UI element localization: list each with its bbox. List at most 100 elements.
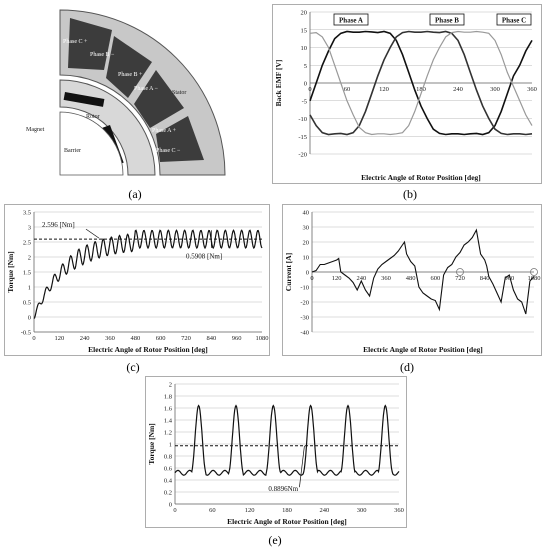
chart-border (4, 204, 270, 356)
y-tick-label: 2 (169, 382, 172, 389)
y-tick-label: 5 (304, 63, 307, 70)
y-tick-label: 40 (303, 210, 310, 217)
x-tick-label: 240 (453, 86, 463, 93)
y-tick-label: -0.5 (21, 330, 31, 337)
x-tick-label: 960 (504, 275, 514, 282)
y-tick-label: -30 (300, 315, 309, 322)
x-tick-label: 600 (430, 275, 440, 282)
x-tick-label: 0 (173, 507, 176, 514)
y-tick-label: -40 (300, 330, 309, 337)
rotor-body (59, 79, 156, 176)
legend-box (496, 13, 532, 26)
chart-d-panel: -40 -30 -20 -10 0 10 20 30 40 0 120 240 360 480 600 720… (282, 204, 542, 356)
chart-c: -0.500.511.522.533.50 120 240 360 480 600 720 8… (4, 204, 270, 356)
x-tick-label: 0 (310, 275, 313, 282)
marker-circle (530, 268, 538, 276)
y-tick-label: 0 (304, 81, 307, 88)
x-tick-label: 180 (416, 86, 426, 93)
label-phase-c-minus: Phase C − (156, 148, 181, 154)
legend-label: Phase A (339, 17, 363, 25)
legend-label: Phase C (502, 17, 526, 25)
y-tick-label: 0.6 (164, 466, 173, 473)
y-tick-label: 0 (28, 315, 31, 322)
y-tick-label: 10 (303, 255, 310, 262)
label-phase-a-plus: Phase A + (152, 128, 177, 134)
y-tick-label: 3.5 (23, 210, 31, 217)
y-tick-label: -20 (298, 152, 307, 159)
y-tick-label: 1.4 (164, 418, 173, 425)
slot-4 (156, 116, 204, 162)
x-axis-label: Electric Angle of Rotor Position [deg] (88, 345, 208, 354)
slot-1 (68, 18, 112, 70)
mean-label: 0.8896Nm (268, 485, 298, 493)
chart-b-panel: -20 -15 -10 -5 0 5 10 15 20 0 60 120 180 240 300 360 Ele… (272, 4, 542, 184)
y-tick-label: 1.5 (23, 270, 31, 277)
x-tick-label: 720 (181, 335, 191, 342)
y-tick-label: 30 (303, 225, 310, 232)
slot-3 (134, 70, 184, 128)
marker-circle (456, 268, 464, 276)
y-axis-label: Current [A] (284, 253, 293, 291)
x-tick-label: 1080 (256, 335, 269, 342)
y-tick-label: 0.2 (164, 490, 172, 497)
label-phase-c-plus: Phase C + (63, 39, 88, 45)
y-tick-label: 0.8 (164, 454, 172, 461)
series-line-phase-b (309, 30, 533, 136)
x-tick-label: 480 (406, 275, 416, 282)
mean-pointer (85, 228, 100, 239)
x-tick-label: 840 (480, 275, 490, 282)
label-rotor: Rotor (86, 114, 100, 120)
magnet-1 (63, 91, 105, 107)
x-tick-label: 0 (32, 335, 35, 342)
x-tick-label: 180 (282, 507, 292, 514)
label-barrier: Barrier (64, 148, 81, 154)
x-tick-label: 360 (527, 86, 537, 93)
chart-border (272, 4, 542, 184)
caption-d: (d) (400, 360, 414, 374)
x-tick-label: 480 (130, 335, 140, 342)
x-tick-label: 120 (332, 275, 342, 282)
y-tick-label: 0 (306, 270, 309, 277)
x-tick-label: 0 (308, 86, 311, 93)
mean-label: 2.596 [Nm] (42, 221, 75, 229)
x-tick-label: 300 (357, 507, 367, 514)
motor-panel: Phase C + Phase B − Phase B + Phase A − … (0, 0, 270, 195)
chart-e: 0 0.2 0.4 0.6 0.8 1 1.2 1.4 1.6 1.8 2 0 60 120 180 240 3… (145, 376, 407, 528)
x-axis-label: Electric Angle of Rotor Position [deg] (363, 345, 483, 354)
label-phase-a-minus: Phase A − (134, 86, 159, 92)
y-tick-label: -10 (298, 116, 307, 123)
x-tick-label: 720 (455, 275, 465, 282)
y-tick-label: 1 (28, 285, 31, 292)
y-tick-label: 20 (301, 10, 308, 17)
x-tick-label: 360 (394, 507, 404, 514)
x-axis-label: Electric Angle of Rotor Position [deg] (361, 173, 481, 182)
y-tick-label: 1.6 (164, 406, 173, 413)
ripple-label: 0.5908 [Nm] (186, 253, 222, 261)
chart-border (145, 376, 407, 528)
caption-e: (e) (268, 533, 282, 547)
x-tick-label: 600 (156, 335, 166, 342)
x-tick-label: 360 (105, 335, 115, 342)
y-tick-label: 0 (169, 502, 172, 509)
label-magnet: Magnet (26, 127, 45, 133)
slot-2 (106, 36, 152, 98)
x-tick-label: 240 (356, 275, 366, 282)
y-tick-label: 15 (301, 27, 308, 34)
y-tick-label: -5 (302, 98, 307, 105)
y-axis-label: Back EMF [V] (274, 60, 283, 107)
chart-c-panel: -0.5 0 0.5 1 1.5 2 2.5 3 3.5 0 120 240 360 480 600 720 8… (4, 204, 270, 356)
y-tick-label: 1 (169, 442, 172, 449)
caption-a: (a) (128, 187, 142, 201)
x-tick-label: 360 (381, 275, 391, 282)
x-tick-label: 120 (54, 335, 64, 342)
x-tick-label: 240 (80, 335, 90, 342)
y-tick-label: 1.8 (164, 394, 172, 401)
x-tick-label: 60 (344, 86, 351, 93)
x-axis-label: Electric Angle of Rotor Position [deg] (227, 517, 347, 526)
y-tick-label: -10 (300, 285, 309, 292)
y-tick-label: 0.4 (164, 478, 173, 485)
y-tick-label: 3 (28, 225, 31, 232)
torque-series-line (174, 404, 400, 477)
